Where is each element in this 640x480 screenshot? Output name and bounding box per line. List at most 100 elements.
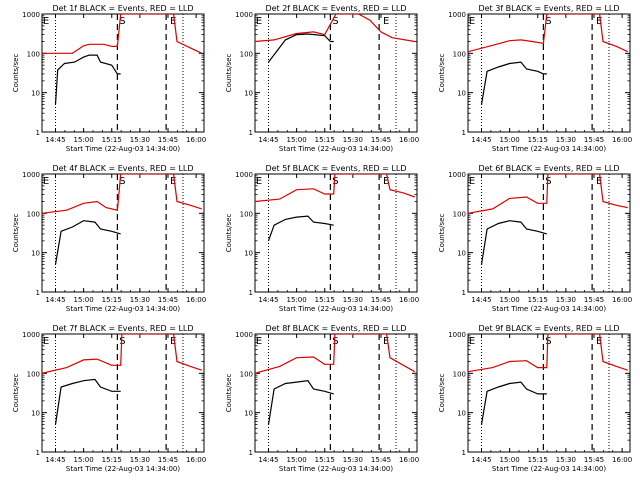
y-tick-label: 10 — [244, 250, 253, 258]
x-tick-label: 14:45 — [471, 136, 491, 144]
marker-label: E — [469, 336, 475, 347]
series-lld-line — [255, 334, 416, 374]
panel-title: Det 7f BLACK = Events, RED = LLD — [52, 324, 193, 333]
y-tick-label: 1 — [36, 289, 40, 297]
series-lld-line — [468, 14, 629, 53]
x-tick-label: 15:30 — [343, 456, 363, 464]
y-axis-label: Counts/sec — [12, 374, 20, 413]
series-lld-line — [42, 174, 202, 214]
y-tick-label: 10 — [31, 90, 40, 98]
marker-label: S — [545, 16, 551, 27]
x-tick-label: 15:15 — [528, 456, 548, 464]
x-tick-label: 14:45 — [258, 456, 278, 464]
y-tick-label: 1000 — [235, 11, 253, 19]
x-tick-label: 15:30 — [556, 456, 576, 464]
marker-label: E — [383, 336, 389, 347]
x-tick-label: 14:45 — [45, 136, 65, 144]
series-events-line — [54, 378, 121, 425]
y-tick-label: 1 — [36, 449, 40, 457]
marker-label: S — [545, 176, 551, 187]
x-axis-label: Start Time (22-Aug-03 14:34:00) — [279, 465, 393, 473]
y-tick-label: 100 — [27, 210, 40, 218]
series-events-line — [54, 54, 121, 105]
x-tick-label: 14:45 — [471, 296, 491, 304]
y-tick-label: 1000 — [448, 331, 466, 339]
x-tick-label: 15:30 — [556, 136, 576, 144]
x-tick-label: 15:00 — [74, 296, 94, 304]
marker-label: S — [545, 336, 551, 347]
x-tick-label: 15:15 — [528, 296, 548, 304]
panel-det-4: Det 4f BLACK = Events, RED = LLD 1 10 100 10… — [12, 164, 206, 313]
x-tick-label: 15:00 — [287, 296, 307, 304]
plot-frame — [254, 13, 418, 133]
x-axis-label: Start Time (22-Aug-03 14:34:00) — [66, 145, 180, 153]
x-tick-label: 16:00 — [399, 456, 419, 464]
x-axis-label: Start Time (22-Aug-03 14:34:00) — [492, 145, 606, 153]
x-tick-label: 15:00 — [74, 136, 94, 144]
marker-label: E — [43, 176, 49, 187]
x-tick-label: 15:00 — [287, 456, 307, 464]
y-tick-label: 10 — [244, 90, 253, 98]
x-tick-label: 15:00 — [500, 296, 520, 304]
plot-frame — [254, 173, 418, 293]
y-tick-label: 1000 — [448, 171, 466, 179]
y-tick-label: 10 — [457, 250, 466, 258]
marker-label: E — [170, 336, 176, 347]
series-events-line — [480, 220, 547, 265]
y-tick-label: 100 — [27, 50, 40, 58]
marker-label: S — [119, 176, 125, 187]
x-tick-label: 15:30 — [556, 296, 576, 304]
y-axis-label: Counts/sec — [438, 54, 446, 93]
y-tick-label: 100 — [453, 210, 466, 218]
marker-label: E — [170, 176, 176, 187]
panel-det-5: Det 5f BLACK = Events, RED = LLD 1 10 100 10… — [225, 164, 419, 313]
panel-det-3: Det 3f BLACK = Events, RED = LLD 1 10 100 10… — [438, 4, 632, 153]
x-tick-label: 15:00 — [287, 136, 307, 144]
panel-det-6: Det 6f BLACK = Events, RED = LLD 1 10 100 10… — [438, 164, 632, 313]
series-lld-line — [42, 14, 203, 54]
panel-title: Det 2f BLACK = Events, RED = LLD — [265, 4, 406, 13]
y-tick-label: 100 — [240, 50, 253, 58]
x-axis-label: Start Time (22-Aug-03 14:34:00) — [279, 145, 393, 153]
panel-det-9: Det 9f BLACK = Events, RED = LLD 1 10 100 10… — [438, 324, 632, 473]
x-tick-label: 15:00 — [500, 456, 520, 464]
x-tick-label: 14:45 — [258, 136, 278, 144]
plot-frame — [467, 333, 631, 453]
panel-title: Det 5f BLACK = Events, RED = LLD — [265, 164, 406, 173]
marker-label: S — [332, 336, 338, 347]
series-lld-line — [468, 174, 628, 214]
y-tick-label: 100 — [27, 370, 40, 378]
x-tick-label: 15:30 — [130, 136, 150, 144]
panel-title: Det 4f BLACK = Events, RED = LLD — [52, 164, 193, 173]
marker-label: E — [43, 336, 49, 347]
y-axis-label: Counts/sec — [12, 54, 20, 93]
x-tick-label: 14:45 — [258, 296, 278, 304]
y-tick-label: 10 — [457, 410, 466, 418]
y-axis-label: Counts/sec — [438, 214, 446, 253]
marker-label: S — [332, 176, 338, 187]
panel-det-1: Det 1f BLACK = Events, RED = LLD 1 10 100 10… — [12, 4, 206, 153]
x-axis-label: Start Time (22-Aug-03 14:34:00) — [279, 305, 393, 313]
y-tick-label: 1 — [462, 129, 466, 137]
series-events-line — [480, 61, 547, 105]
panel-title: Det 6f BLACK = Events, RED = LLD — [478, 164, 619, 173]
y-tick-label: 1000 — [235, 171, 253, 179]
y-axis-label: Counts/sec — [225, 54, 233, 93]
y-tick-label: 1000 — [22, 11, 40, 19]
series-events-line — [267, 215, 334, 242]
x-tick-label: 15:45 — [584, 296, 604, 304]
panel-title: Det 8f BLACK = Events, RED = LLD — [265, 324, 406, 333]
y-axis-label: Counts/sec — [12, 214, 20, 253]
plot-frame — [41, 333, 205, 453]
x-axis-label: Start Time (22-Aug-03 14:34:00) — [492, 305, 606, 313]
panel-det-7: Det 7f BLACK = Events, RED = LLD 1 10 100 10… — [12, 324, 206, 473]
x-tick-label: 15:30 — [130, 456, 150, 464]
x-tick-label: 16:00 — [399, 136, 419, 144]
marker-label: E — [170, 16, 176, 27]
y-tick-label: 1 — [36, 129, 40, 137]
x-tick-label: 15:45 — [158, 456, 178, 464]
x-axis-label: Start Time (22-Aug-03 14:34:00) — [66, 465, 180, 473]
x-tick-label: 16:00 — [186, 296, 206, 304]
x-tick-label: 15:30 — [343, 136, 363, 144]
x-tick-label: 16:00 — [612, 136, 632, 144]
